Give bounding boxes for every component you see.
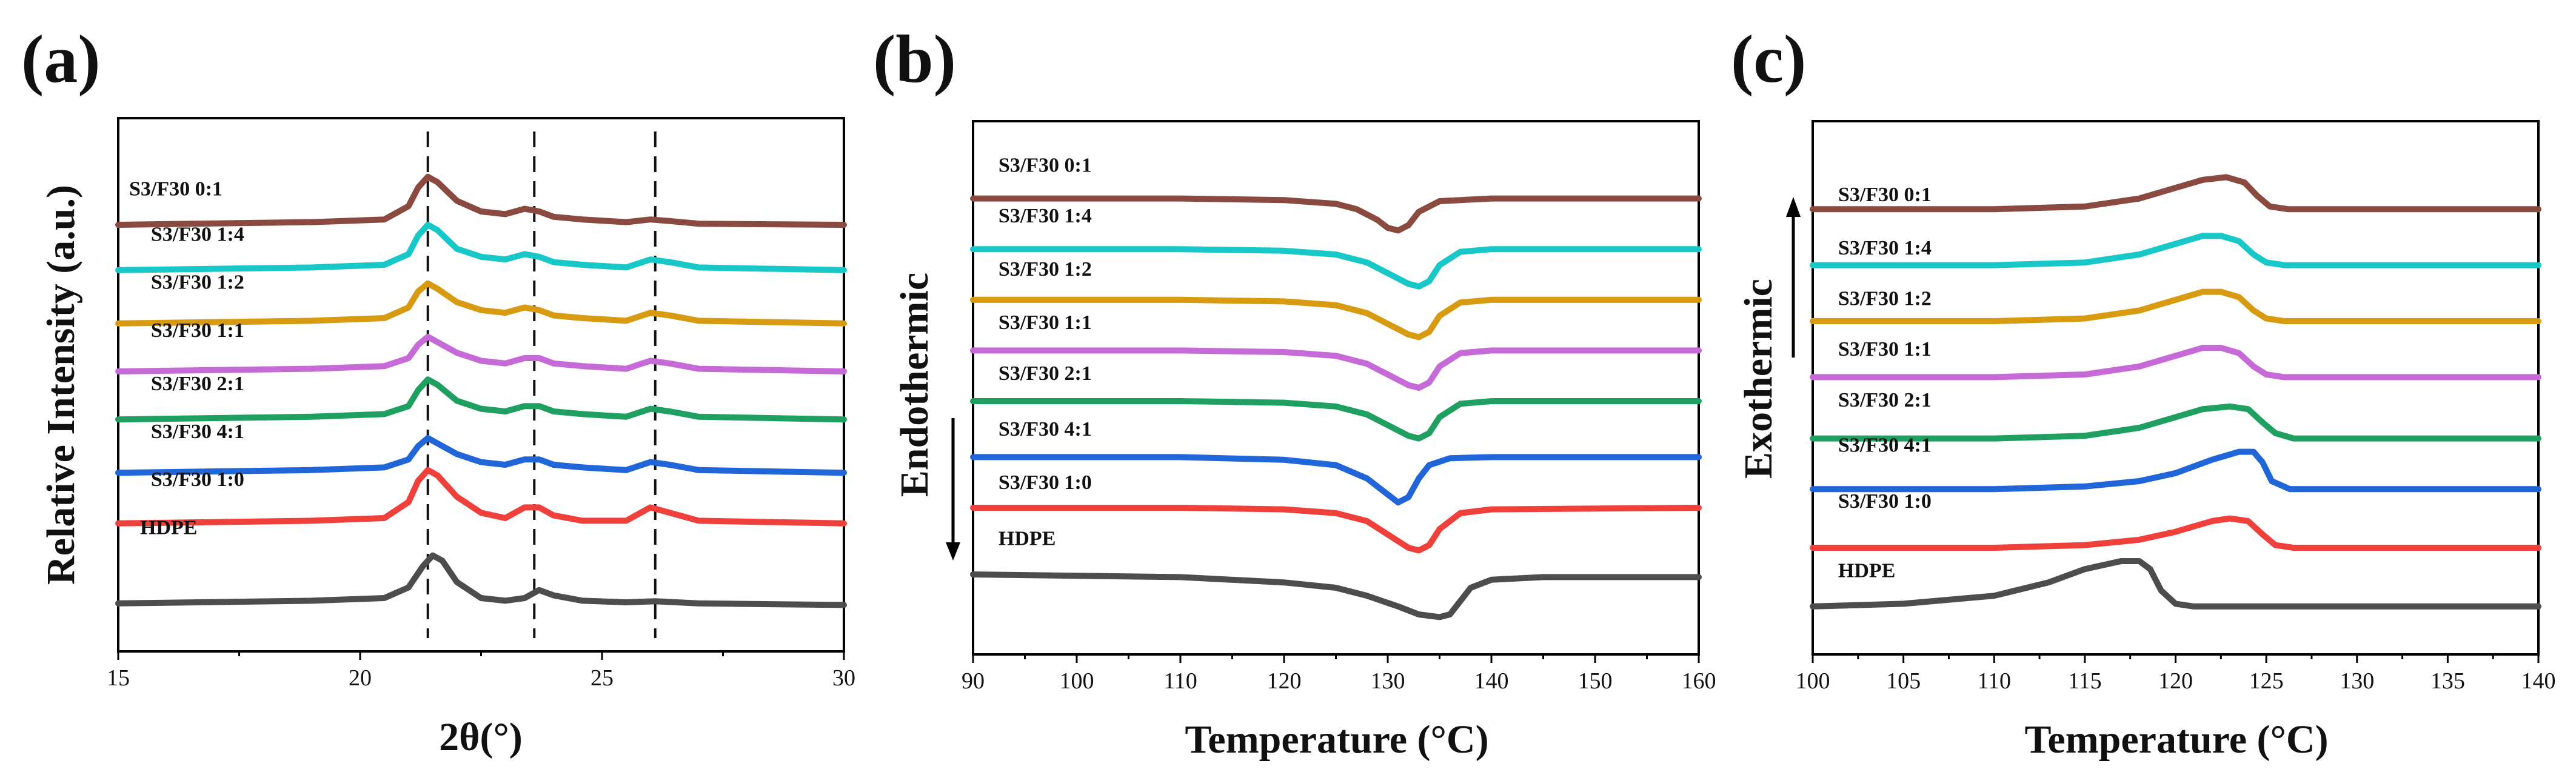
panel-b-x-tick-label: 130 <box>1371 668 1405 694</box>
panel-c-series-label: S3/F30 4:1 <box>1838 434 1932 457</box>
panel-a-x-tick-label: 20 <box>349 665 372 691</box>
panel-c-series-label: S3/F30 0:1 <box>1838 184 1932 206</box>
panel-b-x-tick-label: 90 <box>962 668 985 694</box>
panel-b-series-label: S3/F30 1:4 <box>999 205 1092 227</box>
panel-a-series-line <box>115 173 847 228</box>
panel-b-x-tick-label: 160 <box>1682 668 1716 694</box>
panel-a-x-tick-label: 15 <box>107 665 130 691</box>
panel-b-series-label: S3/F30 4:1 <box>999 418 1092 441</box>
panel-a-letter: (a) <box>21 22 101 97</box>
panel-b-series-label: S3/F30 1:2 <box>999 258 1092 281</box>
panel-a-series-line <box>115 435 847 476</box>
panel-b-series-labels: HDPE S3/F30 1:0 S3/F30 4:1 S3/F30 2:1 S3/F30… <box>999 155 1092 550</box>
panel-a-x-tick-label: 25 <box>590 665 614 691</box>
panel-c-series-line <box>1810 345 2541 381</box>
panel-b-series-label: S3/F30 2:1 <box>999 362 1092 385</box>
panel-b-series-label: HDPE <box>999 528 1055 550</box>
panel-a-series-label: S3/F30 2:1 <box>151 373 244 395</box>
panel-c-x-tick-label: 125 <box>2249 668 2284 694</box>
panel-a-series-line <box>115 467 847 527</box>
panel-b-series-line <box>970 454 1702 506</box>
panel-c-series-label: S3/F30 1:0 <box>1838 490 1932 513</box>
panel-a-series-line <box>115 376 847 423</box>
panel-b-x-tick-label: 140 <box>1474 668 1509 694</box>
panel-c-x-tick-label: 105 <box>1886 668 1921 694</box>
panel-b-x-axis-title: Temperature (°C) <box>1185 717 1488 762</box>
panel-c-x-axis-title: Temperature (°C) <box>2024 717 2328 762</box>
panel-c-series-label: S3/F30 2:1 <box>1838 389 1932 411</box>
panel-c-x-tick-label: 100 <box>1796 668 1830 694</box>
panel-b-series-line <box>970 347 1702 391</box>
panel-a-series-line <box>115 552 847 608</box>
panel-b-y-axis-title: Endothermic <box>892 273 937 497</box>
panel-c-series-label: HDPE <box>1838 559 1895 582</box>
panel-b-x-ticks: 90 100 110 120 130 140 150 160 <box>962 654 1716 694</box>
panel-b-series <box>970 195 1702 620</box>
panel-c-series-line <box>1810 515 2541 551</box>
panel-c-series-label: S3/F30 1:2 <box>1838 288 1932 310</box>
panel-a-series <box>115 173 847 608</box>
panel-b-series-line <box>970 195 1702 234</box>
panel-b-x-tick-label: 150 <box>1578 668 1613 694</box>
panel-b-series-label: S3/F30 0:1 <box>999 155 1092 177</box>
panel-c-series-labels: HDPE S3/F30 1:0 S3/F30 4:1 S3/F30 2:1 S3/F30… <box>1838 184 1932 582</box>
panel-c-series-line <box>1810 448 2541 493</box>
panel-c-series <box>1810 174 2541 610</box>
panel-a-series-label: S3/F30 0:1 <box>129 178 222 201</box>
panel-b-endothermic-arrowhead <box>946 542 960 560</box>
panel-b-x-tick-label: 110 <box>1163 668 1197 694</box>
panel-a-x-ticks: 15 20 25 30 <box>107 651 855 691</box>
panel-b-series-label: S3/F30 1:1 <box>999 311 1092 334</box>
panel-c-x-tick-label: 110 <box>1977 668 2011 694</box>
panel-b-series-label: S3/F30 1:0 <box>999 471 1092 494</box>
panel-a-series-line <box>115 222 847 273</box>
panel-c-y-axis-title: Exothermic <box>1736 279 1781 479</box>
panel-b-series-line <box>970 505 1702 554</box>
panel-b: (b) 90 100 110 120 130 140 150 160 HDPE S3/F30 1… <box>873 22 1716 762</box>
panel-c-letter: (c) <box>1731 22 1806 97</box>
panel-a-series-label: HDPE <box>140 516 197 539</box>
panel-c-exothermic-arrowhead <box>1786 197 1801 217</box>
panel-c-series-line <box>1810 288 2541 324</box>
panel-a-x-axis-title: 2θ(°) <box>439 715 523 759</box>
panel-a-series-label: S3/F30 1:1 <box>151 319 244 342</box>
panel-c-series-label: S3/F30 1:4 <box>1838 237 1932 259</box>
panel-c-series-label: S3/F30 1:1 <box>1838 338 1932 361</box>
panel-c-series-line <box>1810 403 2541 442</box>
panel-c-x-tick-label: 120 <box>2158 668 2193 694</box>
panel-a-series-label: S3/F30 4:1 <box>151 421 244 443</box>
panel-c-x-tick-label: 115 <box>2068 668 2102 694</box>
panel-c-x-tick-label: 130 <box>2340 668 2374 694</box>
panel-a-series-labels: HDPE S3/F30 1:0 S3/F30 4:1 S3/F30 2:1 S3/F30… <box>129 178 244 539</box>
panel-a-series-label: S3/F30 1:2 <box>151 271 244 294</box>
panel-c-x-ticks: 100 105 110 115 120 125 130 135 140 <box>1796 654 2556 694</box>
panel-b-series-line <box>970 398 1702 442</box>
panel-a-x-tick-label: 30 <box>832 665 855 691</box>
panel-b-letter: (b) <box>873 22 956 97</box>
panel-b-series-line <box>970 296 1702 341</box>
panel-c-series-line <box>1810 174 2541 213</box>
panel-a: (a) 15 20 25 30 HDPE S3/F30 1:0 S3/F30 4:1 S3/… <box>21 22 855 759</box>
panel-a-series-label: S3/F30 1:0 <box>151 468 244 491</box>
panel-a-series-line <box>115 280 847 327</box>
panel-c-x-tick-label: 135 <box>2430 668 2465 694</box>
panel-a-series-line <box>115 333 847 374</box>
panel-a-series-label: S3/F30 1:4 <box>151 223 244 245</box>
panel-a-reference-lines <box>426 131 657 638</box>
panel-b-x-tick-label: 120 <box>1267 668 1302 694</box>
panel-b-x-tick-label: 100 <box>1060 668 1094 694</box>
panel-c-x-tick-label: 140 <box>2521 668 2556 694</box>
panel-c-series-line <box>1810 233 2541 268</box>
panel-a-y-axis-title: Relative Intensity (a.u.) <box>39 185 83 585</box>
panel-b-series-line <box>970 571 1702 620</box>
panel-c-series-line <box>1810 558 2541 610</box>
panel-b-series-line <box>970 246 1702 290</box>
panel-c: (c) 100 105 110 115 120 125 130 135 140 HDPE S3/F… <box>1731 22 2556 762</box>
